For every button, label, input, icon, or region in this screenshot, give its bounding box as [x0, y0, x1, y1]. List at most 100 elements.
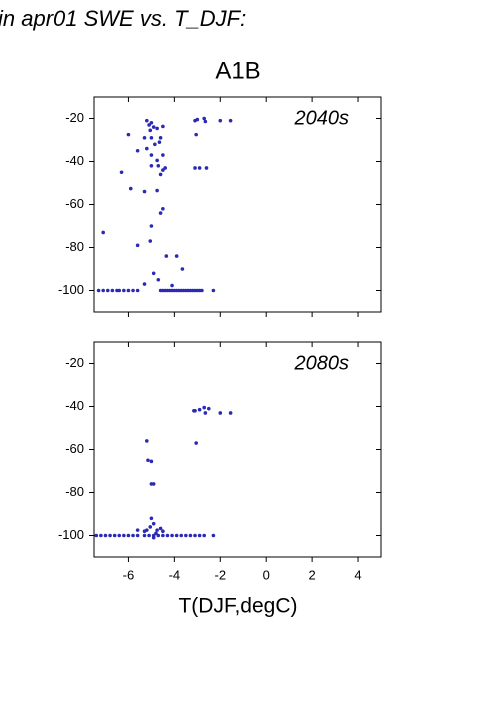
- point: [145, 146, 149, 151]
- point: [218, 118, 223, 123]
- panel-label: 2080s: [294, 352, 350, 374]
- y-tick-label: -80: [65, 484, 84, 499]
- point: [135, 528, 140, 532]
- point: [99, 533, 103, 538]
- point: [101, 288, 105, 293]
- point: [228, 411, 233, 415]
- y-tick-label: -60: [65, 196, 84, 211]
- point: [147, 533, 151, 538]
- point: [131, 533, 135, 538]
- point: [170, 283, 174, 288]
- point: [211, 288, 216, 293]
- point: [161, 207, 165, 211]
- point: [161, 124, 165, 129]
- point: [145, 118, 149, 123]
- point: [161, 529, 165, 533]
- point: [131, 288, 135, 293]
- point: [170, 533, 174, 538]
- point: [197, 533, 202, 538]
- y-tick-label: -40: [65, 153, 84, 168]
- point: [200, 288, 204, 293]
- point: [101, 230, 105, 235]
- point: [135, 243, 140, 248]
- point: [126, 533, 131, 538]
- point: [163, 166, 167, 170]
- point: [128, 186, 133, 191]
- point: [146, 458, 150, 463]
- point: [151, 482, 156, 486]
- point: [151, 125, 156, 129]
- point: [203, 119, 208, 124]
- point: [202, 116, 207, 121]
- point: [149, 153, 154, 157]
- point: [179, 533, 184, 538]
- x-axis-label: T(DJF,degC): [178, 595, 297, 618]
- point: [119, 170, 124, 175]
- point: [142, 136, 147, 140]
- point: [161, 533, 165, 538]
- x-tick-label: 4: [354, 567, 361, 582]
- point: [156, 164, 161, 168]
- point: [203, 411, 208, 415]
- point: [174, 533, 179, 538]
- point: [96, 288, 101, 293]
- y-tick-label: -60: [65, 441, 84, 456]
- point: [149, 164, 154, 168]
- point: [149, 459, 154, 464]
- point: [142, 282, 147, 286]
- point: [158, 211, 163, 215]
- y-tick-label: -100: [58, 527, 84, 542]
- point: [174, 254, 179, 258]
- point: [108, 533, 112, 538]
- point: [126, 132, 131, 137]
- x-tick-label: -6: [123, 567, 135, 582]
- point: [142, 533, 147, 538]
- point: [142, 189, 147, 194]
- x-tick-label: -4: [169, 567, 181, 582]
- y-tick-label: -20: [65, 355, 84, 370]
- y-tick-label: -80: [65, 239, 84, 254]
- point: [151, 521, 156, 526]
- point: [110, 288, 115, 293]
- point: [202, 405, 207, 410]
- point: [202, 533, 207, 538]
- point: [149, 121, 154, 125]
- point: [157, 140, 162, 144]
- x-tick-label: 2: [309, 567, 316, 582]
- chart-subtitle: A1B: [215, 57, 260, 84]
- point: [148, 525, 153, 529]
- point: [197, 166, 202, 170]
- point: [197, 407, 202, 412]
- y-tick-label: -20: [65, 110, 84, 125]
- point: [158, 136, 163, 140]
- point: [188, 533, 193, 538]
- point: [184, 533, 188, 538]
- point: [211, 533, 216, 538]
- point: [135, 148, 140, 153]
- point: [161, 153, 165, 157]
- point: [112, 533, 117, 538]
- point: [218, 411, 223, 415]
- point: [193, 166, 197, 170]
- point: [155, 158, 159, 163]
- point: [207, 406, 211, 411]
- point: [145, 439, 149, 443]
- point: [117, 288, 122, 293]
- point: [158, 172, 163, 177]
- point: [147, 123, 151, 127]
- point: [94, 533, 99, 538]
- point: [149, 136, 154, 140]
- point: [151, 271, 156, 276]
- point: [135, 533, 140, 538]
- panel-label: 2040s: [294, 107, 350, 129]
- point: [193, 533, 197, 538]
- point: [204, 166, 209, 170]
- point: [165, 533, 170, 538]
- point: [228, 118, 233, 123]
- point: [122, 533, 126, 538]
- point: [103, 533, 108, 538]
- point: [161, 168, 165, 172]
- point: [154, 531, 158, 536]
- point: [148, 239, 153, 243]
